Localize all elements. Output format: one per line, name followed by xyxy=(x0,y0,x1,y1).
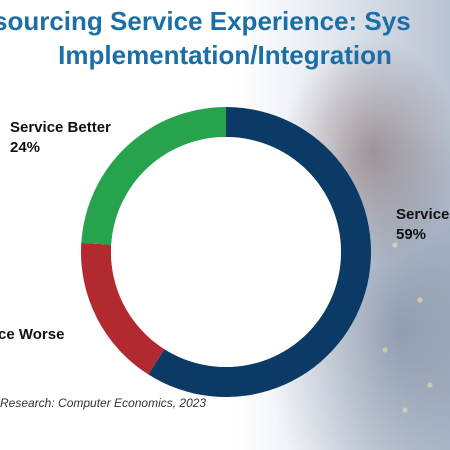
label-service-better-name: Service Better xyxy=(10,119,111,136)
title-line-1: sourcing Service Experience: Sys xyxy=(0,6,411,36)
label-service-better-value: 24% xyxy=(10,139,41,156)
label-service-same-value: 59% xyxy=(396,226,427,243)
label-service-better: Service Better 24% xyxy=(10,118,111,158)
source-note: Research: Computer Economics, 2023 xyxy=(0,396,207,410)
slice-service-better xyxy=(81,107,226,245)
title-line-2: Implementation/Integration xyxy=(58,40,392,70)
chart-title: sourcing Service Experience: Sys Impleme… xyxy=(0,4,450,72)
label-service-worse-name: ce Worse xyxy=(0,326,65,343)
label-service-same-name: Service xyxy=(396,206,450,223)
label-service-worse: ce Worse xyxy=(0,325,64,345)
slice-service-worse xyxy=(81,242,165,375)
label-service-same: Service 59% xyxy=(396,205,449,245)
donut-hole xyxy=(111,137,341,367)
slice-service-same xyxy=(148,107,371,397)
